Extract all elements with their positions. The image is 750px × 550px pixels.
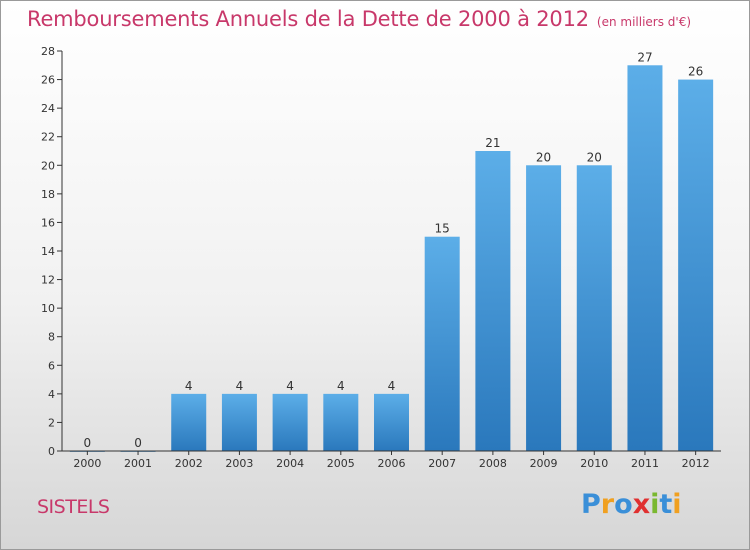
bar xyxy=(171,393,207,451)
chart-title: Remboursements Annuels de la Dette de 20… xyxy=(27,7,691,31)
x-tick-label: 2003 xyxy=(225,457,253,470)
bar-value-label: 0 xyxy=(134,436,142,450)
logo-letter: P xyxy=(581,489,601,520)
x-tick-label: 2005 xyxy=(327,457,355,470)
y-tick-label: 14 xyxy=(41,245,55,258)
x-tick-label: 2010 xyxy=(580,457,608,470)
logo-letter: x xyxy=(632,489,651,520)
bar-value-label: 27 xyxy=(637,50,652,64)
bar-value-label: 4 xyxy=(185,379,193,393)
bar-value-label: 26 xyxy=(688,65,703,79)
y-tick-label: 8 xyxy=(48,331,55,344)
bar xyxy=(678,79,714,452)
bars: 0 0 4 4 4 4 4 15 21 20 20 27 26 xyxy=(69,50,714,452)
y-tick-label: 20 xyxy=(41,159,55,172)
x-tick-label: 2007 xyxy=(428,457,456,470)
logo-letter: i xyxy=(650,489,660,520)
y-tick-label: 4 xyxy=(48,388,55,401)
bar-value-label: 4 xyxy=(286,379,294,393)
x-tick-label: 2006 xyxy=(378,457,406,470)
y-tick-label: 16 xyxy=(41,216,55,229)
y-tick-label: 22 xyxy=(41,131,55,144)
bar-value-label: 21 xyxy=(485,136,500,150)
y-tick-label: 0 xyxy=(48,445,55,458)
bar xyxy=(576,165,612,452)
bar xyxy=(475,151,511,451)
bar-value-label: 20 xyxy=(536,150,551,164)
place-name: SISTELS xyxy=(37,496,110,518)
logo-letter: t xyxy=(659,489,673,520)
x-tick-label: 2011 xyxy=(631,457,659,470)
bar-value-label: 4 xyxy=(337,379,345,393)
bar xyxy=(374,393,409,451)
bar-value-label: 0 xyxy=(84,436,92,450)
logo-letter: o xyxy=(614,489,633,520)
x-tick-label: 2002 xyxy=(175,457,203,470)
bar-value-label: 4 xyxy=(236,379,244,393)
y-tick-label: 10 xyxy=(41,302,55,315)
x-tick-label: 2001 xyxy=(124,457,152,470)
x-tick-label: 2008 xyxy=(479,457,507,470)
y-tick-label: 6 xyxy=(48,359,55,372)
bar xyxy=(526,165,562,452)
bar xyxy=(323,393,359,451)
y-tick-label: 12 xyxy=(41,274,55,287)
logo-letter: r xyxy=(600,489,615,520)
x-tick-label: 2004 xyxy=(276,457,304,470)
bar xyxy=(272,393,308,451)
y-tick-label: 18 xyxy=(41,188,55,201)
x-axis: 2000 2001 2002 2003 2004 2005 2006 2007 2008 2009… xyxy=(62,450,721,470)
bar-value-label: 15 xyxy=(435,222,450,236)
proxiti-logo: Proxiti xyxy=(581,489,682,520)
bar-value-label: 4 xyxy=(388,379,396,393)
x-tick-label: 2000 xyxy=(73,457,101,470)
logo-letter: i xyxy=(672,489,682,520)
x-tick-label: 2009 xyxy=(530,457,558,470)
y-tick-label: 28 xyxy=(41,45,55,58)
x-tick-label: 2012 xyxy=(682,457,710,470)
y-tick-label: 24 xyxy=(41,102,55,115)
bar xyxy=(221,393,257,451)
bar-value-label: 20 xyxy=(587,150,602,164)
bar xyxy=(627,65,663,452)
chart-subtitle: (en milliers d'€) xyxy=(596,15,692,29)
chart-title-text: Remboursements Annuels de la Dette de 20… xyxy=(27,7,589,31)
bar xyxy=(424,236,460,451)
y-tick-label: 26 xyxy=(41,74,55,87)
y-tick-label: 2 xyxy=(48,416,55,429)
